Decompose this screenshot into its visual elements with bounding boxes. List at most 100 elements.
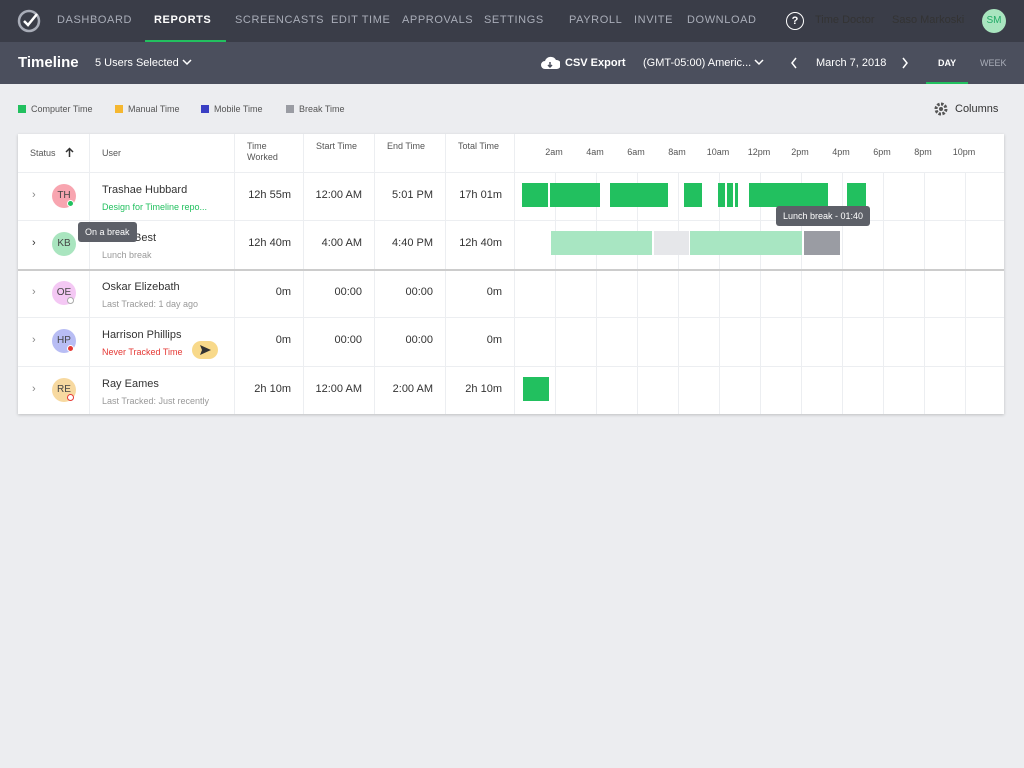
prev-date[interactable] <box>790 57 798 69</box>
time-end: 00:00 <box>405 334 433 346</box>
cloud-icon <box>541 56 560 69</box>
hour-label: 4pm <box>832 147 850 157</box>
user-note: Last Tracked: 1 day ago <box>102 299 199 309</box>
timeline-block <box>523 377 549 401</box>
row-divider <box>18 172 1004 173</box>
timeline-block <box>654 231 689 255</box>
time-total: 17h 01m <box>459 189 502 201</box>
active-underline <box>145 40 226 42</box>
nav-item[interactable]: EDIT TIME <box>331 14 391 26</box>
user-note: Design for Timeline repo... <box>102 202 208 212</box>
timezone[interactable]: (GMT-05:00) Americ... <box>643 57 752 69</box>
nav-item[interactable]: SCREENCASTS <box>235 14 325 26</box>
hour-divider <box>801 172 802 414</box>
hour-label: 8am <box>668 147 686 157</box>
next-date[interactable] <box>901 57 909 69</box>
timeline-block <box>690 231 802 255</box>
user-selector[interactable]: 5 Users Selected <box>95 57 179 69</box>
nav-item[interactable]: DASHBOARD <box>57 14 133 26</box>
timeline-block <box>684 183 702 207</box>
expand-chevron[interactable]: › <box>32 383 36 395</box>
time-worked: 0m <box>275 334 291 346</box>
time-end: 00:00 <box>405 286 433 298</box>
hour-divider <box>965 172 966 414</box>
view-day[interactable]: DAY <box>938 58 957 68</box>
row-divider <box>18 269 1004 271</box>
time-worked: 0m <box>275 286 291 298</box>
app-name[interactable]: Time Doctor <box>815 14 875 26</box>
hour-divider <box>760 172 761 414</box>
nav-item[interactable]: REPORTS <box>154 14 212 26</box>
timeline-block <box>610 183 668 207</box>
chevron <box>754 59 764 66</box>
time-total: 0m <box>486 286 502 298</box>
timeline-block <box>551 231 652 255</box>
status-dot <box>67 200 74 207</box>
time-worked: 12h 40m <box>248 237 291 249</box>
tooltip: Lunch break - 01:40 <box>776 206 871 226</box>
columns-button[interactable]: Columns <box>955 103 999 115</box>
column-divider <box>89 134 90 414</box>
toolbar: Timeline 5 Users Selected CSV Export (GM… <box>0 42 1024 84</box>
hour-divider <box>842 172 843 414</box>
send-button[interactable] <box>192 341 218 359</box>
hour-label: 2am <box>545 147 563 157</box>
user-name: Harrison Phillips <box>102 329 182 341</box>
hour-divider <box>719 172 720 414</box>
time-end: 4:40 PM <box>392 237 433 249</box>
hour-divider <box>596 172 597 414</box>
nav-item[interactable]: PAYROLL <box>569 14 623 26</box>
nav-item[interactable]: SETTINGS <box>484 14 544 26</box>
gear-icon <box>934 102 948 116</box>
expand-chevron[interactable]: › <box>32 189 36 201</box>
sort-arrow[interactable] <box>65 147 74 158</box>
hour-label: 4am <box>586 147 604 157</box>
time-worked: 2h 10m <box>254 383 291 395</box>
chevron <box>182 59 192 66</box>
time-total: 2h 10m <box>465 383 502 395</box>
legend-swatch <box>286 105 294 113</box>
user-name[interactable]: Saso Markoski <box>892 14 965 26</box>
time-start: 00:00 <box>334 286 362 298</box>
legend-label: Computer Time <box>31 104 93 114</box>
user-name: Oskar Elizebath <box>102 281 180 293</box>
column-header: Status <box>30 148 56 158</box>
status-dot <box>67 394 74 401</box>
hour-divider <box>883 172 884 414</box>
hour-divider <box>924 172 925 414</box>
time-start: 4:00 AM <box>321 237 362 249</box>
view-week[interactable]: WEEK <box>980 58 1007 68</box>
expand-chevron[interactable]: › <box>32 334 36 346</box>
hour-label: 6pm <box>873 147 891 157</box>
legend-swatch <box>18 105 26 113</box>
legend-label: Mobile Time <box>214 104 263 114</box>
nav-item[interactable]: DOWNLOAD <box>687 14 757 26</box>
legend-label: Break Time <box>299 104 345 114</box>
expand-chevron[interactable]: › <box>32 237 36 249</box>
nav-item[interactable]: APPROVALS <box>402 14 474 26</box>
timeline-block <box>735 183 738 207</box>
help-icon[interactable]: ? <box>786 12 804 30</box>
csv-export[interactable]: CSV Export <box>565 57 626 69</box>
logo <box>17 9 41 33</box>
expand-chevron[interactable]: › <box>32 286 36 298</box>
row-divider <box>18 366 1004 367</box>
status-dot <box>67 345 74 352</box>
date: March 7, 2018 <box>816 57 887 69</box>
user-avatar[interactable]: SM <box>982 9 1006 33</box>
column-header: Start Time <box>316 141 358 151</box>
timeline-block <box>550 183 600 207</box>
time-start: 00:00 <box>334 334 362 346</box>
time-worked: 12h 55m <box>248 189 291 201</box>
user-note: Never Tracked Time <box>102 347 183 357</box>
table: Status User Time Worked Start Time End Time T… <box>18 134 1004 414</box>
timeline-block <box>522 183 548 207</box>
column-header: Time Worked <box>247 141 278 162</box>
user-note: Lunch break <box>102 250 152 260</box>
timeline-block <box>804 231 840 255</box>
column-divider <box>303 134 304 414</box>
time-end: 2:00 AM <box>392 383 433 395</box>
status-dot <box>67 297 74 304</box>
nav-item[interactable]: INVITE <box>634 14 674 26</box>
